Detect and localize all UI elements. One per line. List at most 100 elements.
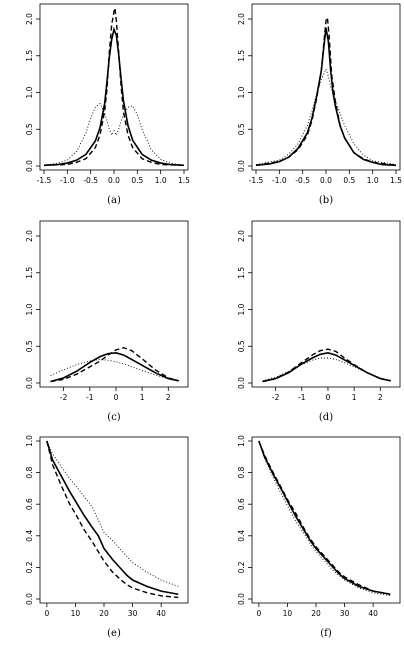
panel-label: (d) <box>319 412 333 423</box>
plot-frame <box>39 436 189 604</box>
y-tick-label: 1.5 <box>25 267 34 279</box>
y-tick-label: 0.5 <box>237 340 246 352</box>
y-tick-label: 0.5 <box>25 340 34 352</box>
series-line-dashed <box>46 440 179 599</box>
y-tick-label: 2.0 <box>25 13 34 25</box>
x-tick-label: 1.0 <box>155 176 167 185</box>
y-tick-label: 1.0 <box>237 435 246 447</box>
y-tick-label: 0.0 <box>237 160 246 172</box>
y-tick-label: 0.8 <box>237 466 246 478</box>
panel-label: (c) <box>107 412 121 423</box>
x-tick-label: -2 <box>272 393 280 402</box>
panel-b: -1.5 -1.0 -0.5 0.0 0.5 1.0 1.5 0.0 0.5 1.0 1.5 2.0 (… <box>237 3 402 206</box>
x-tick-label: 10 <box>283 609 293 618</box>
y-tick-label: 0.0 <box>237 377 246 389</box>
y-tick-label: 1.0 <box>25 303 34 315</box>
panel-c: -2 -1 0 1 2 0.0 0.5 1.0 1.5 2.0 (c) <box>25 220 189 423</box>
x-tick-label: 40 <box>368 609 378 618</box>
y-tick-label: 0.0 <box>237 593 246 605</box>
x-tick-label: 2 <box>166 393 171 402</box>
panel-d: -2 -1 0 1 2 0.0 0.5 1.0 1.5 2.0 (d) <box>237 220 401 423</box>
panel-e: 0 10 20 30 40 0.0 0.2 0.4 0.6 0.8 1.0 (e) <box>25 435 189 639</box>
panel-label: (a) <box>107 195 121 206</box>
series-line-solid <box>258 440 391 596</box>
panel-a: -1.5 -1.0 -0.5 0.0 0.5 1.0 1.5 0.0 0.5 1.0 1.5 2.0 (… <box>25 3 190 206</box>
y-tick-label: 1.0 <box>237 303 246 315</box>
x-tick-label: 40 <box>156 609 166 618</box>
x-tick-label: 1.0 <box>367 176 379 185</box>
series-line-dashed <box>262 348 391 383</box>
x-tick-label: 0 <box>326 393 331 402</box>
x-tick-label: -1.0 <box>272 176 287 185</box>
y-tick-label: 0.0 <box>25 377 34 389</box>
y-tick-label: 0.2 <box>25 561 34 573</box>
y-tick-label: 0.8 <box>25 466 34 478</box>
y-tick-label: 1.0 <box>25 86 34 98</box>
x-tick-label: -1.5 <box>37 176 52 185</box>
y-tick-label: 2.0 <box>237 13 246 25</box>
y-tick-label: 0.4 <box>237 530 246 542</box>
x-tick-label: 0.0 <box>320 176 332 185</box>
x-tick-label: 2 <box>378 393 383 402</box>
y-tick-label: 1.0 <box>25 435 34 447</box>
x-tick-label: 0.5 <box>131 176 143 185</box>
x-tick-label: -2 <box>60 393 68 402</box>
x-tick-label: 30 <box>340 609 350 618</box>
y-tick-label: 0.0 <box>25 160 34 172</box>
x-tick-label: 10 <box>71 609 81 618</box>
y-tick-label: 1.0 <box>237 86 246 98</box>
series-line-solid <box>255 27 397 167</box>
x-tick-label: -1.5 <box>249 176 264 185</box>
y-tick-label: 1.5 <box>237 267 246 279</box>
x-tick-label: 0.0 <box>108 176 120 185</box>
y-tick-label: 1.5 <box>25 50 34 62</box>
x-tick-label: -0.5 <box>295 176 310 185</box>
series-line-dashed <box>43 7 185 166</box>
plot-frame <box>251 220 401 388</box>
y-tick-label: 0.0 <box>25 593 34 605</box>
y-tick-label: 0.2 <box>237 561 246 573</box>
series-line-dotted <box>43 102 185 166</box>
y-tick-label: 1.5 <box>237 50 246 62</box>
series-line-dashed <box>258 440 391 595</box>
y-tick-label: 2.0 <box>25 230 34 242</box>
plot-frame <box>251 436 401 604</box>
x-tick-label: 20 <box>99 609 109 618</box>
x-tick-label: 0.5 <box>343 176 355 185</box>
panel-label: (f) <box>320 628 332 639</box>
x-tick-label: -1.0 <box>60 176 75 185</box>
y-tick-label: 0.4 <box>25 530 34 542</box>
x-tick-label: 30 <box>128 609 138 618</box>
series-line-dotted <box>255 67 397 165</box>
series-line-dotted <box>262 357 391 382</box>
panel-label: (e) <box>107 628 121 639</box>
x-tick-label: -1 <box>298 393 306 402</box>
panel-label: (b) <box>319 195 333 206</box>
series-line-dotted <box>46 440 179 587</box>
x-tick-label: 0 <box>256 609 261 618</box>
plot-frame <box>39 220 189 388</box>
series-line-solid <box>50 352 179 383</box>
series-line-solid <box>43 26 185 167</box>
y-tick-label: 2.0 <box>237 230 246 242</box>
panel-f: 0 10 20 30 40 0.0 0.2 0.4 0.6 0.8 1.0 (f) <box>237 435 401 639</box>
series-line-dotted <box>258 440 391 597</box>
x-tick-label: 1 <box>352 393 357 402</box>
y-tick-label: 0.5 <box>25 123 34 135</box>
y-tick-label: 0.6 <box>25 498 34 510</box>
y-tick-label: 0.5 <box>237 123 246 135</box>
x-tick-label: 1.5 <box>178 176 190 185</box>
series-line-solid <box>46 440 179 596</box>
series-line-dashed <box>50 346 179 383</box>
x-tick-label: 20 <box>311 609 321 618</box>
x-tick-label: 1 <box>140 393 145 402</box>
series-line-dashed <box>255 14 397 166</box>
x-tick-label: 0 <box>114 393 119 402</box>
x-tick-label: 1.5 <box>390 176 402 185</box>
series-line-solid <box>262 352 391 383</box>
x-tick-label: -0.5 <box>83 176 98 185</box>
y-tick-label: 0.6 <box>237 498 246 510</box>
x-tick-label: 0 <box>44 609 49 618</box>
x-tick-label: -1 <box>86 393 94 402</box>
